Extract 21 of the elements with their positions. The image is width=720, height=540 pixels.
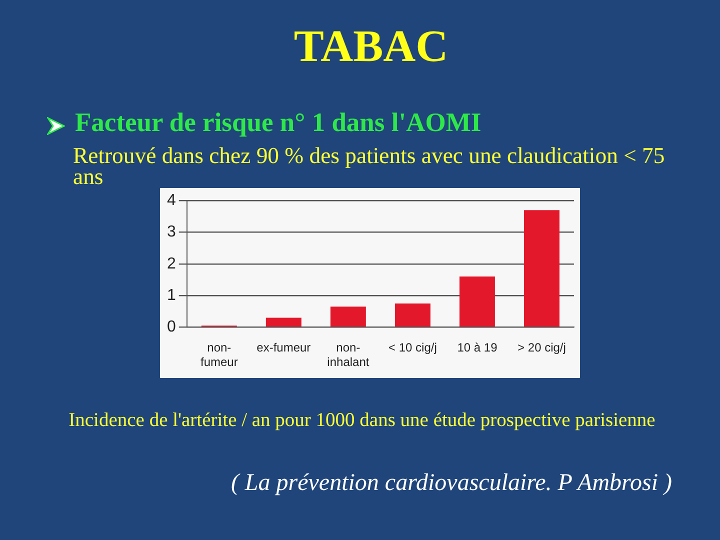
y-tick-label: 4 <box>166 192 176 210</box>
text: Incidence de l'artérite / an pour 1000 dans une étude prospective parisienne <box>68 410 656 432</box>
bar <box>524 210 560 327</box>
x-tick-label: non-fumeur <box>200 340 238 370</box>
x-tick-label: > 20 cig/j <box>518 340 566 355</box>
x-tick-label: < 10 cig/j <box>388 340 437 355</box>
text: Retrouvé dans chez 90 % des patients avec une claudication < 75 ans <box>73 143 666 189</box>
y-tick-label: 3 <box>166 224 176 241</box>
x-tick-label: ex-fumeur <box>256 340 311 355</box>
y-tick-label: 2 <box>166 255 176 272</box>
bar <box>330 306 366 327</box>
bar <box>266 318 302 327</box>
text: Facteur de risque n° 1 dans l'AOMI <box>75 107 482 138</box>
x-tick-label: 10 à 19 <box>457 340 498 355</box>
text: ( La prévention cardiovasculaire. P Ambrosi ) <box>230 470 672 497</box>
y-tick-label: 0 <box>166 318 176 336</box>
x-tick-label: non-inhalant <box>327 340 370 370</box>
chart-title: TABAC <box>292 20 450 72</box>
bar <box>394 303 430 327</box>
y-tick-label: 1 <box>166 286 176 304</box>
bar <box>459 276 495 327</box>
